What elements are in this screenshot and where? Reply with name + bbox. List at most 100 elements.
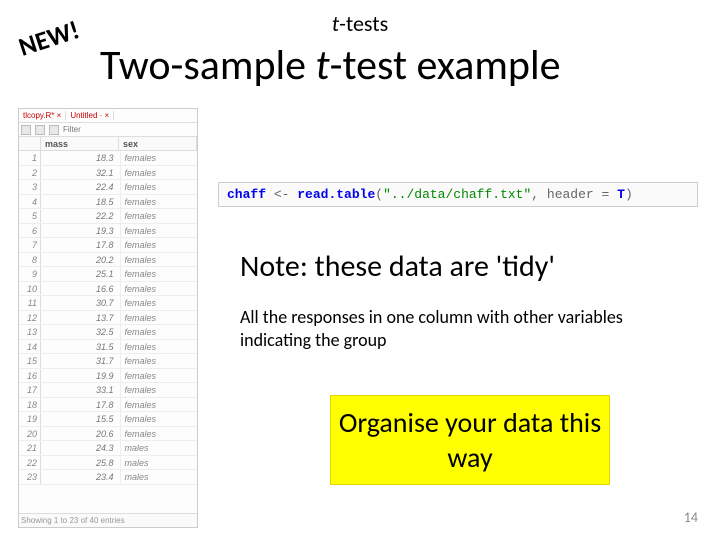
cell-sex: females — [121, 195, 198, 209]
cell-sex: females — [121, 340, 198, 354]
code-fn: read.table — [297, 187, 375, 202]
viewer-tabs: tlcopy.R* × Untitled · × — [19, 109, 197, 123]
row-index: 8 — [19, 253, 41, 267]
table-row[interactable]: 1213.7females — [19, 311, 197, 326]
title-pre: Two-sample — [100, 40, 316, 91]
col-sex[interactable]: sex — [119, 137, 197, 150]
table-row[interactable]: 418.5females — [19, 195, 197, 210]
row-index: 1 — [19, 151, 41, 165]
table-row[interactable]: 1332.5females — [19, 325, 197, 340]
cell-mass: 16.6 — [41, 282, 121, 296]
cell-sex: females — [121, 369, 198, 383]
table-row[interactable]: 2124.3males — [19, 441, 197, 456]
col-mass[interactable]: mass — [41, 137, 119, 150]
row-index: 17 — [19, 383, 41, 397]
cell-sex: males — [121, 441, 198, 455]
table-row[interactable]: 2020.6females — [19, 427, 197, 442]
cell-mass: 31.7 — [41, 354, 121, 368]
back-icon[interactable] — [21, 125, 31, 135]
cell-mass: 20.2 — [41, 253, 121, 267]
viewer-footer: Showing 1 to 23 of 40 entries — [19, 513, 197, 527]
index-header — [19, 137, 41, 150]
row-index: 20 — [19, 427, 41, 441]
table-row[interactable]: 820.2females — [19, 253, 197, 268]
cell-sex: females — [121, 296, 198, 310]
code-sep: , header = — [531, 187, 617, 202]
cell-mass: 22.2 — [41, 209, 121, 223]
filter-icon[interactable] — [49, 125, 59, 135]
row-index: 22 — [19, 456, 41, 470]
cell-sex: males — [121, 470, 198, 484]
row-index: 6 — [19, 224, 41, 238]
cell-sex: females — [121, 427, 198, 441]
table-row[interactable]: 2225.8males — [19, 456, 197, 471]
code-close: ) — [625, 187, 633, 202]
table-row[interactable]: 1619.9females — [19, 369, 197, 384]
table-row[interactable]: 1733.1females — [19, 383, 197, 398]
row-index: 2 — [19, 166, 41, 180]
cell-mass: 31.5 — [41, 340, 121, 354]
code-arrow: <- — [266, 187, 297, 202]
table-row[interactable]: 1817.8females — [19, 398, 197, 413]
table-row[interactable]: 1130.7females — [19, 296, 197, 311]
table-row[interactable]: 925.1females — [19, 267, 197, 282]
code-snippet: chaff <- read.table("../data/chaff.txt",… — [218, 182, 698, 207]
cell-sex: females — [121, 180, 198, 194]
cell-sex: females — [121, 282, 198, 296]
tab-b[interactable]: Untitled · × — [66, 111, 114, 120]
column-headers: mass sex — [19, 137, 197, 151]
code-t: T — [617, 187, 625, 202]
cell-sex: females — [121, 224, 198, 238]
table-row[interactable]: 717.8females — [19, 238, 197, 253]
cell-mass: 25.8 — [41, 456, 121, 470]
cell-mass: 18.3 — [41, 151, 121, 165]
table-row[interactable]: 2323.4males — [19, 470, 197, 485]
table-row[interactable]: 1431.5females — [19, 340, 197, 355]
cell-mass: 30.7 — [41, 296, 121, 310]
row-index: 10 — [19, 282, 41, 296]
table-row[interactable]: 1531.7females — [19, 354, 197, 369]
table-row[interactable]: 232.1females — [19, 166, 197, 181]
code-str: "../data/chaff.txt" — [383, 187, 531, 202]
cell-mass: 25.1 — [41, 267, 121, 281]
cell-sex: females — [121, 412, 198, 426]
row-index: 11 — [19, 296, 41, 310]
page-number: 14 — [684, 509, 698, 526]
row-index: 15 — [19, 354, 41, 368]
cell-mass: 19.3 — [41, 224, 121, 238]
table-row[interactable]: 619.3females — [19, 224, 197, 239]
cell-sex: females — [121, 267, 198, 281]
export-icon[interactable] — [35, 125, 45, 135]
cell-sex: females — [121, 151, 198, 165]
cell-mass: 13.7 — [41, 311, 121, 325]
row-index: 16 — [19, 369, 41, 383]
cell-sex: females — [121, 238, 198, 252]
row-index: 14 — [19, 340, 41, 354]
table-row[interactable]: 322.4females — [19, 180, 197, 195]
table-row[interactable]: 118.3females — [19, 151, 197, 166]
row-index: 21 — [19, 441, 41, 455]
cell-mass: 17.8 — [41, 398, 121, 412]
cell-mass: 18.5 — [41, 195, 121, 209]
row-index: 12 — [19, 311, 41, 325]
table-row[interactable]: 1915.5females — [19, 412, 197, 427]
cell-mass: 32.5 — [41, 325, 121, 339]
code-open: ( — [375, 187, 383, 202]
cell-sex: males — [121, 456, 198, 470]
cell-sex: females — [121, 325, 198, 339]
cell-mass: 33.1 — [41, 383, 121, 397]
callout-box: Organise your data this way — [330, 395, 610, 485]
cell-sex: females — [121, 166, 198, 180]
cell-mass: 24.3 — [41, 441, 121, 455]
row-index: 7 — [19, 238, 41, 252]
table-row[interactable]: 522.2females — [19, 209, 197, 224]
row-index: 18 — [19, 398, 41, 412]
note-heading: Note: these data are 'tidy' — [240, 248, 555, 285]
cell-sex: females — [121, 253, 198, 267]
table-row[interactable]: 1016.6females — [19, 282, 197, 297]
tab-a[interactable]: tlcopy.R* × — [19, 111, 66, 120]
filter-label: Filter — [63, 125, 81, 134]
cell-sex: females — [121, 398, 198, 412]
code-var: chaff — [227, 187, 266, 202]
title-post: -test example — [330, 40, 561, 91]
